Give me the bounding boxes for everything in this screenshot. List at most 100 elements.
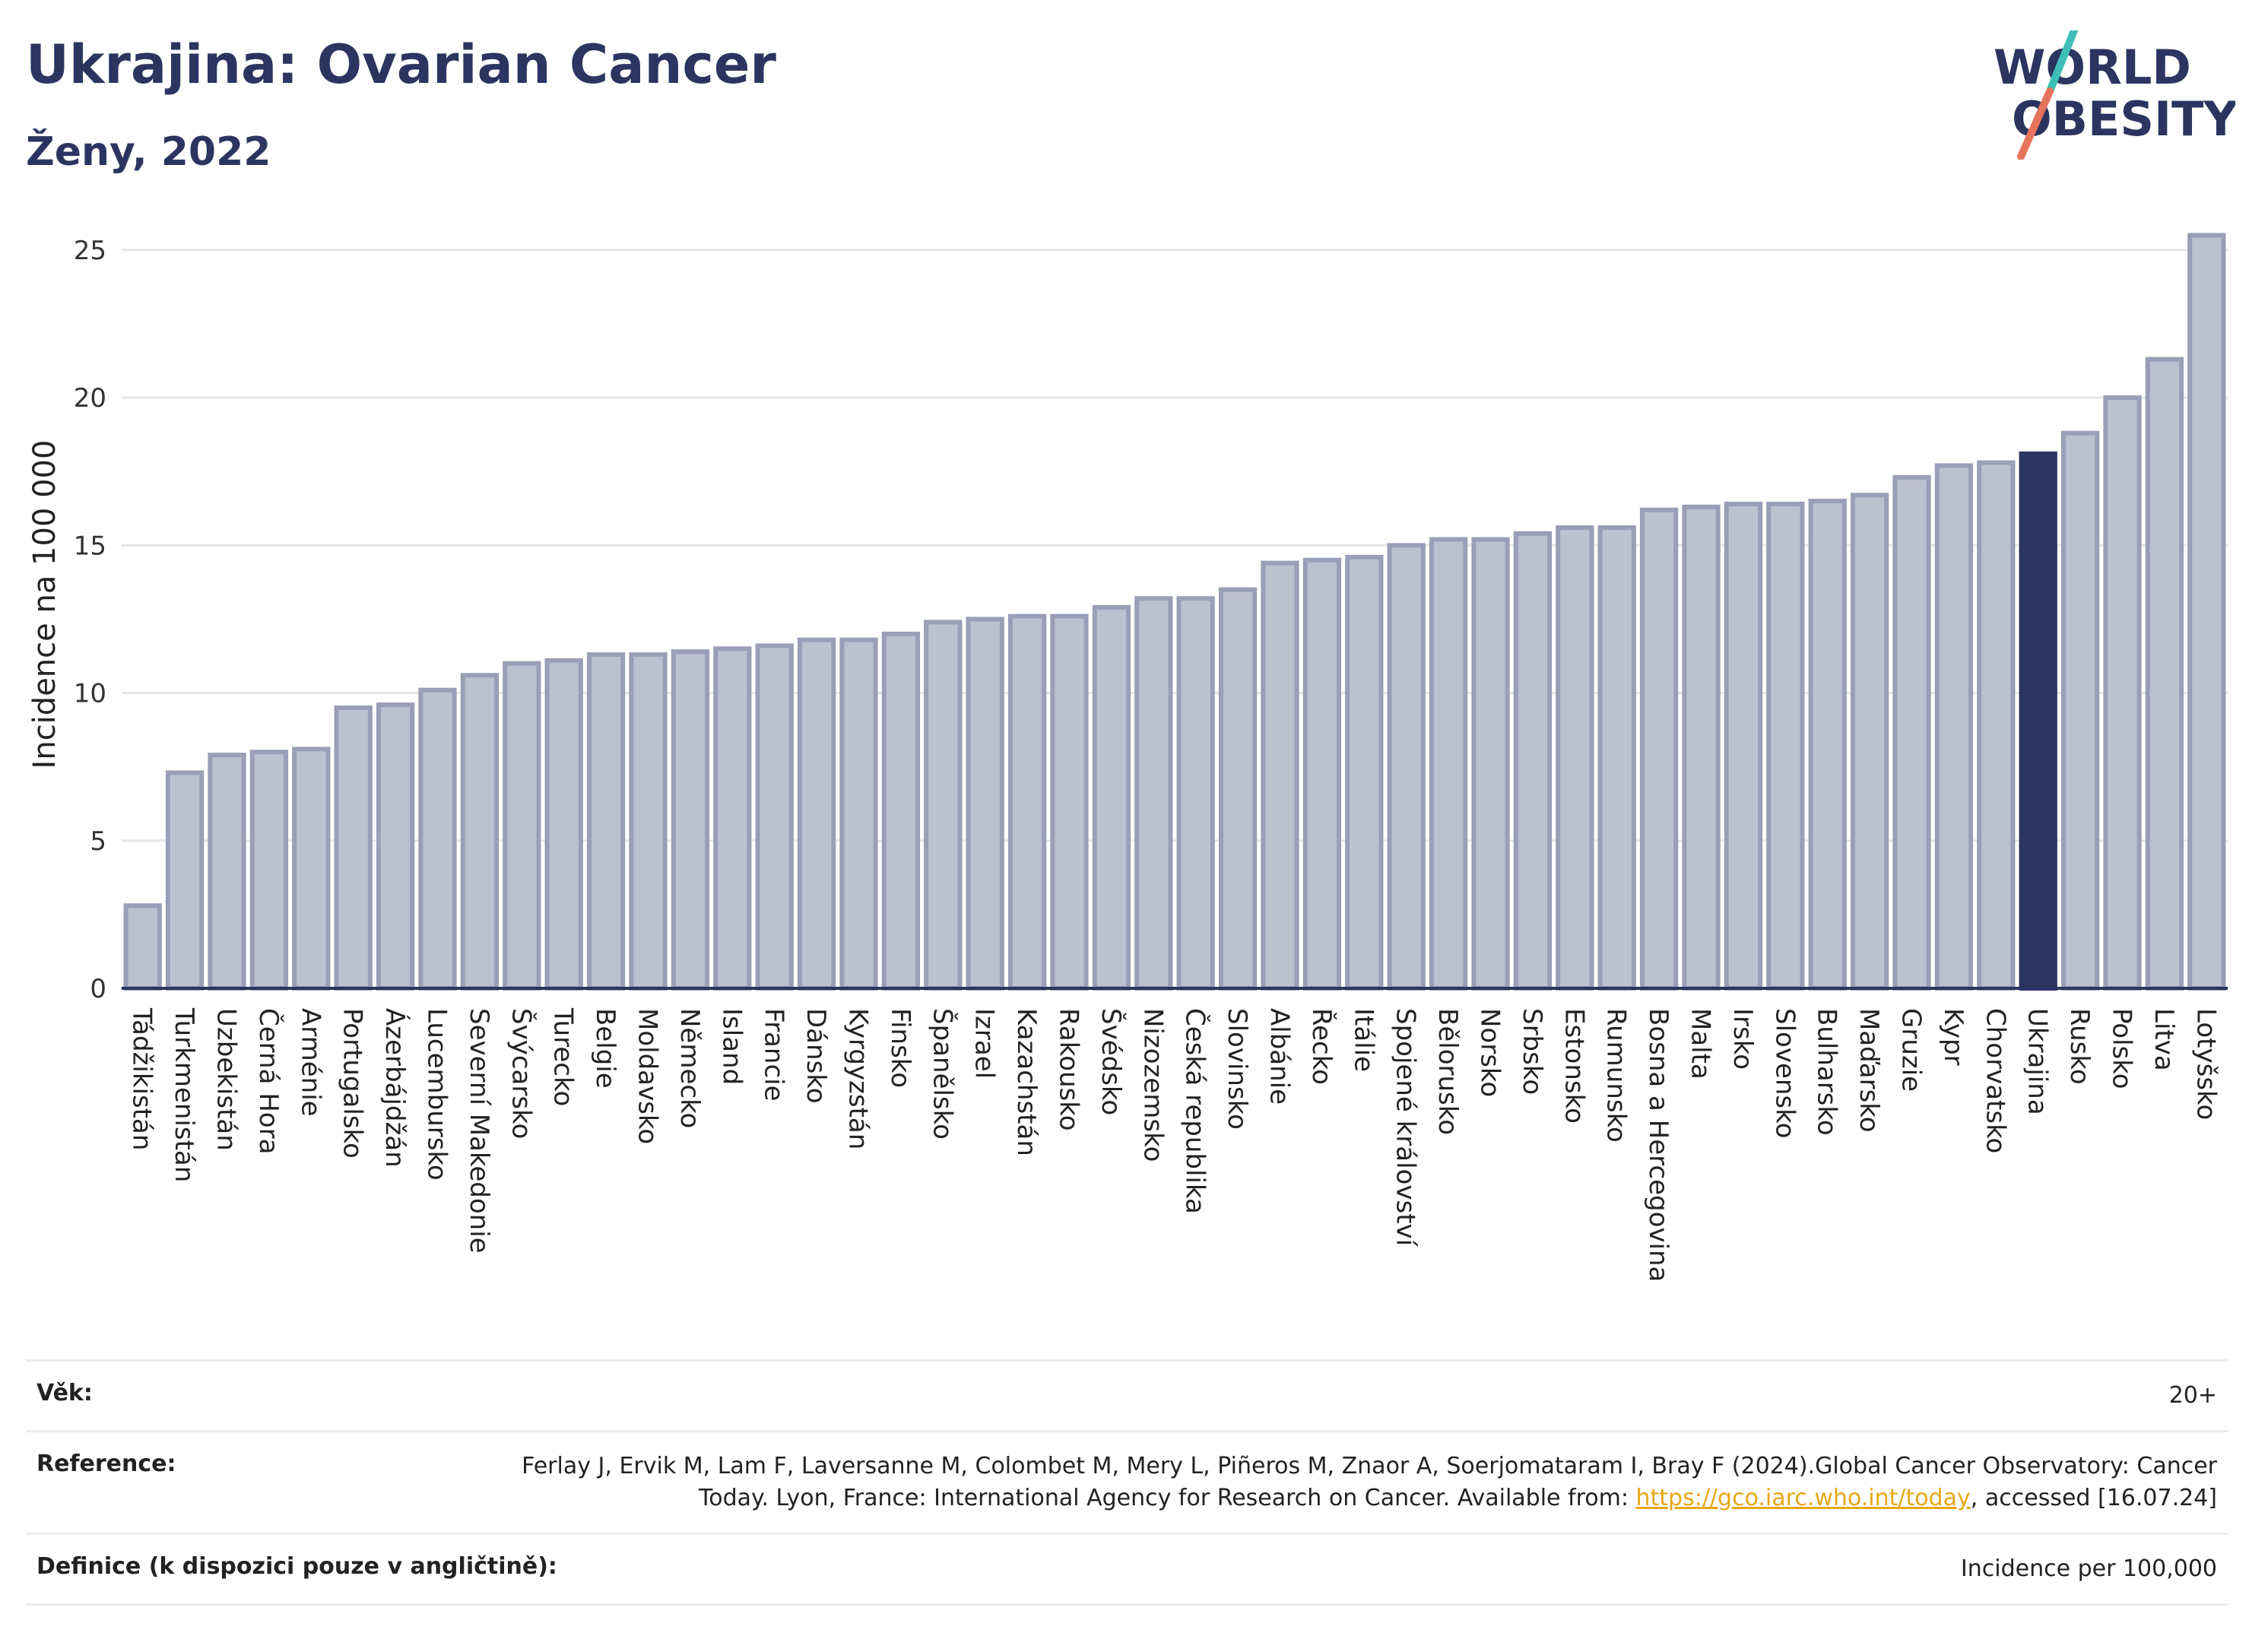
bar-34[interactable] xyxy=(1556,525,1594,991)
x-tick-label-13: Německo xyxy=(674,1008,705,1128)
bar-12[interactable] xyxy=(629,652,668,991)
x-tick-label-27: Albánie xyxy=(1264,1008,1295,1105)
x-tick-label-47: Polsko xyxy=(2107,1008,2137,1089)
definition-label: Definice (k dispozici pouze v angličtině… xyxy=(36,1553,557,1580)
bar-27[interactable] xyxy=(1261,560,1299,991)
bar-14[interactable] xyxy=(713,646,752,991)
y-tick-label: 20 xyxy=(74,383,106,414)
bar-22[interactable] xyxy=(1050,614,1089,991)
x-tick-label-12: Moldavsko xyxy=(633,1008,663,1144)
bar-8[interactable] xyxy=(460,673,500,991)
bar-25[interactable] xyxy=(1176,596,1215,991)
reference-label: Reference: xyxy=(36,1451,176,1477)
bar-chart: 0 5 10 15 20 25 Incidence na 100 000 Tádžikistá… xyxy=(27,233,2228,1282)
reference-link[interactable]: https://gco.iarc.who.int/today xyxy=(1635,1485,1971,1511)
x-tick-label-35: Rumunsko xyxy=(1601,1008,1632,1143)
bar-40[interactable] xyxy=(1808,499,1847,991)
bar-42[interactable] xyxy=(1892,474,1931,991)
x-tick-label-41: Maďarsko xyxy=(1854,1008,1884,1133)
bar-36[interactable] xyxy=(1639,507,1679,991)
definition-value: Incidence per 100,000 xyxy=(1960,1555,2217,1582)
page-title: Ukrajina: Ovarian Cancer xyxy=(26,33,776,96)
reference-text-part1: Ferlay J, Ervik M, Lam F, Laversanne M, … xyxy=(522,1453,2217,1511)
x-tick-label-48: Litva xyxy=(2149,1008,2179,1071)
bar-26[interactable] xyxy=(1218,587,1258,991)
x-tick-label-16: Dánsko xyxy=(801,1008,831,1104)
chart-footer: Věk: 20+ Reference: Ferlay J, Ervik M, L… xyxy=(26,1359,2228,1606)
y-tick-label: 15 xyxy=(74,531,106,561)
bar-9[interactable] xyxy=(503,661,541,991)
x-tick-label-46: Rusko xyxy=(2064,1008,2095,1085)
x-tick-label-15: Francie xyxy=(759,1008,789,1102)
x-tick-label-30: Spojené království xyxy=(1391,1008,1421,1248)
y-axis-label: Incidence na 100 000 xyxy=(27,440,62,769)
bar-48[interactable] xyxy=(2145,357,2184,991)
bar-5[interactable] xyxy=(334,705,373,991)
bar-49[interactable] xyxy=(2187,233,2226,991)
x-tick-label-29: Itálie xyxy=(1348,1008,1378,1072)
x-tick-label-38: Irsko xyxy=(1727,1008,1758,1070)
x-tick-label-43: Kypr xyxy=(1938,1008,1968,1066)
bar-46[interactable] xyxy=(2060,430,2100,991)
bar-29[interactable] xyxy=(1345,554,1384,991)
bar-43[interactable] xyxy=(1934,463,1974,991)
footer-row-reference: Reference: Ferlay J, Ervik M, Lam F, Lav… xyxy=(26,1430,2228,1533)
bar-32[interactable] xyxy=(1471,537,1510,991)
bar-45[interactable] xyxy=(2019,451,2057,991)
bar-13[interactable] xyxy=(671,649,710,991)
logo-line1: WORLD xyxy=(1994,40,2191,95)
bar-44[interactable] xyxy=(1977,460,2016,991)
bar-0[interactable] xyxy=(123,903,162,991)
x-tick-label-26: Slovinsko xyxy=(1222,1008,1252,1130)
x-tick-label-36: Bosna a Hercegovina xyxy=(1643,1008,1673,1282)
bar-19[interactable] xyxy=(924,620,963,991)
age-label: Věk: xyxy=(36,1380,93,1406)
footer-row-definition: Definice (k dispozici pouze v angličtině… xyxy=(26,1533,2228,1606)
reference-text-part2: , accessed [16.07.24] xyxy=(1970,1485,2217,1511)
bar-10[interactable] xyxy=(544,658,583,991)
x-tick-label-31: Bělorusko xyxy=(1432,1008,1463,1135)
bar-41[interactable] xyxy=(1850,493,1889,991)
x-tick-label-7: Lucembursko xyxy=(422,1008,452,1181)
bar-47[interactable] xyxy=(2103,395,2142,991)
bar-24[interactable] xyxy=(1134,596,1173,991)
bar-1[interactable] xyxy=(165,770,205,991)
x-tick-label-45: Ukrajina xyxy=(2022,1008,2053,1115)
bar-2[interactable] xyxy=(208,753,246,991)
bar-35[interactable] xyxy=(1597,525,1636,991)
reference-text: Ferlay J, Ervik M, Lam F, Laversanne M, … xyxy=(468,1451,2217,1514)
x-tick-label-5: Portugalsko xyxy=(338,1008,368,1159)
bar-6[interactable] xyxy=(376,702,415,991)
bar-11[interactable] xyxy=(586,652,626,991)
bar-7[interactable] xyxy=(418,687,457,991)
bar-37[interactable] xyxy=(1682,504,1721,991)
x-tick-label-33: Srbsko xyxy=(1517,1008,1547,1095)
bar-30[interactable] xyxy=(1387,543,1426,991)
x-tick-label-24: Nizozemsko xyxy=(1137,1008,1168,1162)
x-tick-label-4: Arménie xyxy=(295,1008,325,1117)
bar-18[interactable] xyxy=(881,631,921,991)
bar-3[interactable] xyxy=(249,750,289,991)
x-tick-label-3: Černá Hora xyxy=(253,1008,284,1154)
x-tick-label-20: Izrael xyxy=(969,1008,1000,1079)
x-tick-label-14: Island xyxy=(716,1008,747,1085)
world-obesity-logo: WORLD OBESITY xyxy=(1994,30,2235,160)
y-tick-label: 10 xyxy=(74,679,106,709)
bar-33[interactable] xyxy=(1513,531,1553,991)
bar-31[interactable] xyxy=(1429,537,1468,991)
bar-15[interactable] xyxy=(755,643,794,991)
bar-16[interactable] xyxy=(797,637,836,991)
bar-39[interactable] xyxy=(1766,501,1805,991)
bar-23[interactable] xyxy=(1092,604,1131,991)
bar-28[interactable] xyxy=(1302,557,1342,991)
bar-20[interactable] xyxy=(966,617,1004,991)
bar-17[interactable] xyxy=(839,637,878,991)
x-tick-label-25: Česká republika xyxy=(1180,1008,1211,1214)
bar-21[interactable] xyxy=(1007,614,1047,991)
x-tick-label-37: Malta xyxy=(1686,1008,1716,1080)
bar-38[interactable] xyxy=(1724,501,1763,991)
x-tick-label-39: Slovensko xyxy=(1769,1008,1800,1138)
x-tick-label-17: Kyrgyzstán xyxy=(843,1008,874,1149)
bar-4[interactable] xyxy=(292,747,331,991)
x-tick-label-11: Belgie xyxy=(590,1008,620,1089)
